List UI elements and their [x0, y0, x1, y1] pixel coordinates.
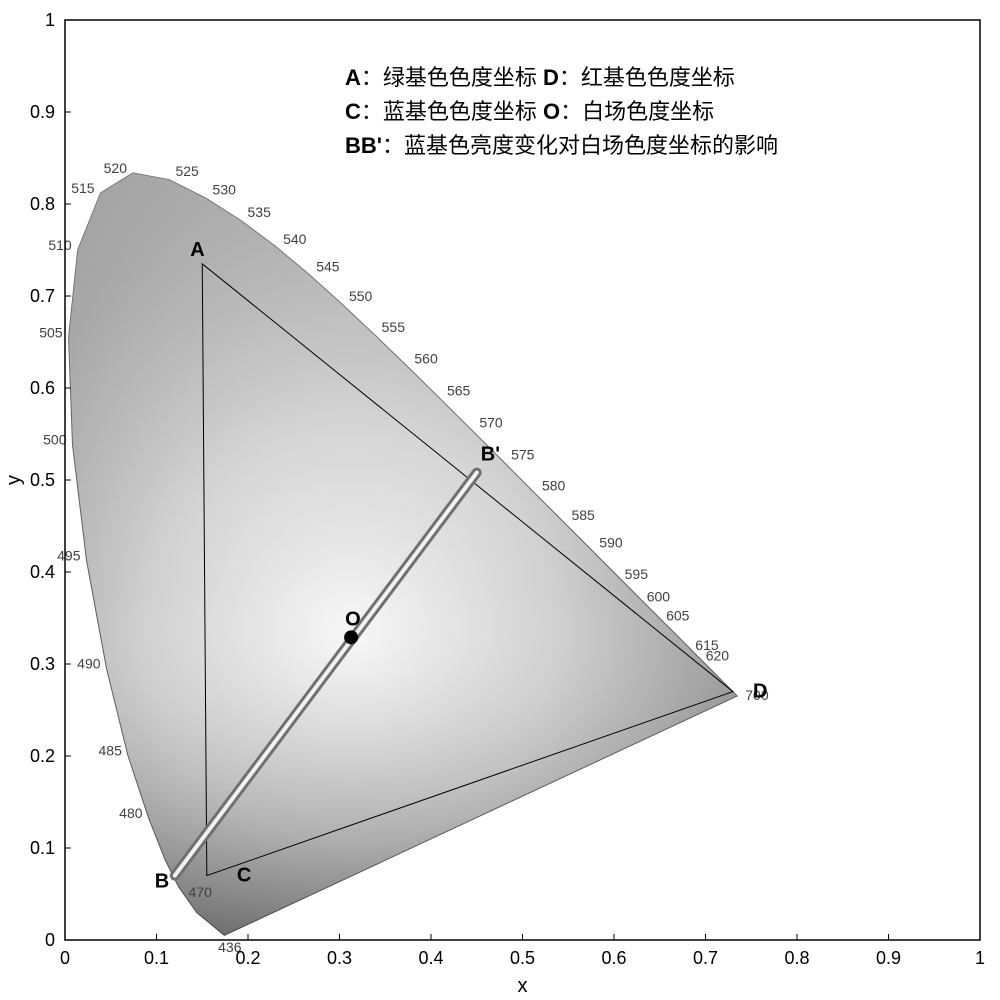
wavelength-label: 505: [39, 325, 63, 341]
wavelength-label: 565: [447, 383, 471, 399]
wavelength-label: 480: [119, 805, 143, 821]
point-label-O: O: [345, 608, 361, 630]
wavelength-label: 605: [666, 608, 690, 624]
xtick-label: 0.4: [418, 948, 443, 968]
xtick-label: 1: [975, 948, 985, 968]
wavelength-label: 490: [77, 656, 101, 672]
wavelength-label: 495: [57, 547, 81, 563]
wavelength-label: 580: [542, 477, 566, 493]
point-label-A: A: [190, 239, 204, 261]
wavelength-label: 540: [283, 231, 307, 247]
ytick-label: 1: [45, 10, 55, 30]
figure-container: { "figure": { "width_px": 1000, "height_…: [0, 0, 1000, 1000]
wavelength-label: 555: [382, 319, 406, 335]
ytick-label: 0.6: [30, 378, 55, 398]
wavelength-label: 575: [511, 446, 535, 462]
wavelength-label: 585: [571, 507, 595, 523]
point-label-Bp: B': [481, 444, 500, 466]
wavelength-label: 485: [99, 742, 123, 758]
ytick-label: 0.5: [30, 470, 55, 490]
ytick-label: 0.1: [30, 838, 55, 858]
x-axis-title: x: [518, 975, 528, 997]
legend-row: A：绿基色色度坐标 D：红基色色度坐标: [345, 65, 735, 90]
ytick-label: 0.9: [30, 102, 55, 122]
wavelength-label: 520: [104, 160, 128, 176]
ytick-label: 0.4: [30, 562, 55, 582]
point-label-D: D: [753, 681, 767, 703]
wavelength-label: 530: [213, 182, 237, 198]
point-label-B: B: [155, 871, 169, 893]
xtick-label: 0.2: [235, 948, 260, 968]
xtick-label: 0: [60, 948, 70, 968]
xtick-label: 0.7: [693, 948, 718, 968]
wavelength-label: 525: [175, 163, 199, 179]
white-point-marker: [344, 630, 358, 644]
ytick-label: 0: [45, 930, 55, 950]
legend-row: BB'：蓝基色亮度变化对白场色度坐标的影响: [345, 133, 778, 158]
xtick-label: 0.1: [144, 948, 169, 968]
wavelength-label: 510: [48, 237, 72, 253]
ytick-label: 0.7: [30, 286, 55, 306]
wavelength-label: 535: [248, 204, 272, 220]
xtick-label: 0.5: [510, 948, 535, 968]
wavelength-label: 500: [43, 432, 67, 448]
ytick-label: 0.8: [30, 194, 55, 214]
wavelength-label: 560: [414, 350, 438, 366]
wavelength-label: 545: [316, 259, 340, 275]
point-label-C: C: [237, 865, 251, 887]
ytick-label: 0.2: [30, 746, 55, 766]
legend-row: C：蓝基色色度坐标 O：白场色度坐标: [345, 99, 714, 124]
wavelength-label: 550: [349, 288, 373, 304]
wavelength-label: 600: [647, 588, 671, 604]
wavelength-label: 620: [706, 647, 730, 663]
xtick-label: 0.8: [784, 948, 809, 968]
xtick-label: 0.9: [876, 948, 901, 968]
spectral-locus-shade: [69, 173, 738, 935]
xtick-label: 0.3: [327, 948, 352, 968]
wavelength-label: 590: [599, 535, 623, 551]
xtick-label: 0.6: [601, 948, 626, 968]
wavelength-label: 470: [189, 884, 213, 900]
wavelength-label: 595: [625, 566, 649, 582]
wavelength-label: 515: [71, 180, 95, 196]
chromaticity-chart: 4364704804854904955005055105155205255305…: [0, 0, 1000, 1000]
wavelength-label: 570: [479, 415, 503, 431]
ytick-label: 0.3: [30, 654, 55, 674]
y-axis-title: y: [3, 475, 25, 485]
